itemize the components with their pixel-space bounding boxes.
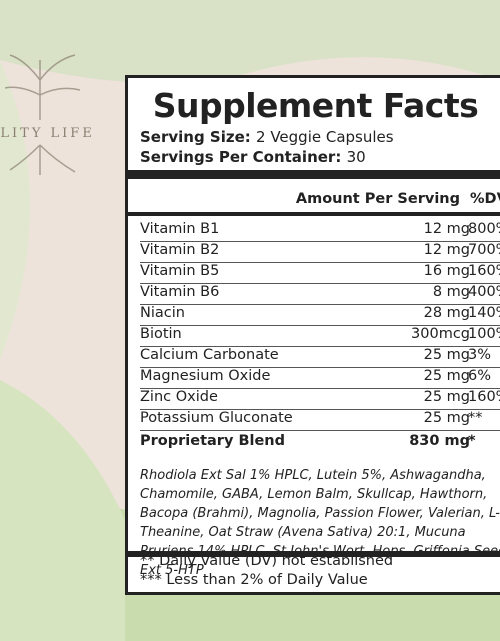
daily-value: 100% [468,326,500,342]
daily-value: 800% [468,221,500,237]
supplement-facts-panel: Supplement Facts Serving Size: 2 Veggie … [125,75,500,595]
nutrient-name: Zinc Oxide [140,389,218,405]
header-amount: Amount Per Serving [295,191,460,207]
footnote: ** Daily Value (DV) not established [140,553,394,569]
amount: 12 mg [423,221,470,237]
nutrient-name: Niacin [140,305,185,321]
daily-value: ** [468,410,483,426]
daily-value: 6% [468,368,492,384]
nutrient-name: Vitamin B2 [140,242,220,258]
nutrient-name: Magnesium Oxide [140,368,271,384]
daily-value: 3% [468,347,492,363]
value: 30 [346,148,366,166]
nutrient-name: Proprietary Blend [140,433,285,449]
servings-per-container: Servings Per Container: 30 [140,148,366,166]
panel-title: Supplement Facts [152,86,479,125]
nutrient-name: Vitamin B1 [140,221,220,237]
amount: 25 mg [423,410,470,426]
nutrient-row: Potassium Gluconate 25 mg ** [140,409,500,431]
nutrient-row: Proprietary Blend 830 mg * [140,432,500,453]
amount: 830 mg [409,433,470,449]
nutrient-name: Potassium Gluconate [140,410,293,426]
footnote: *** Less than 2% of Daily Value [140,572,368,588]
brand-logo: ALITY LIFE [0,126,95,141]
amount: 25 mg [423,368,470,384]
serving-size: Serving Size: 2 Veggie Capsules [140,128,394,146]
amount: 12 mg [423,242,470,258]
daily-value: 400% [468,284,500,300]
daily-value: 140% [468,305,500,321]
value: 2 Veggie Capsules [256,128,394,146]
medium-rule [128,212,500,216]
nutrient-name: Vitamin B5 [140,263,220,279]
daily-value: 700% [468,242,500,258]
nutrient-name: Vitamin B6 [140,284,220,300]
nutrient-row: Magnesium Oxide 25 mg 6% [140,367,500,389]
amount: 300mcg [411,326,470,342]
amount: 8 mg [432,284,470,300]
label: Servings Per Container: [140,148,342,166]
daily-value: * [468,433,476,449]
daily-value: 160% [468,389,500,405]
thick-rule [128,170,500,179]
amount: 28 mg [423,305,470,321]
amount: 25 mg [423,389,470,405]
label: Serving Size: [140,128,251,146]
daily-value: 160% [468,263,500,279]
amount: 16 mg [423,263,470,279]
thick-rule [128,551,500,557]
nutrient-row: Calcium Carbonate 25 mg 3% [140,346,500,368]
nutrient-name: Biotin [140,326,182,342]
header-dv: %DV [470,191,500,207]
amount: 25 mg [423,347,470,363]
nutrient-name: Calcium Carbonate [140,347,279,363]
